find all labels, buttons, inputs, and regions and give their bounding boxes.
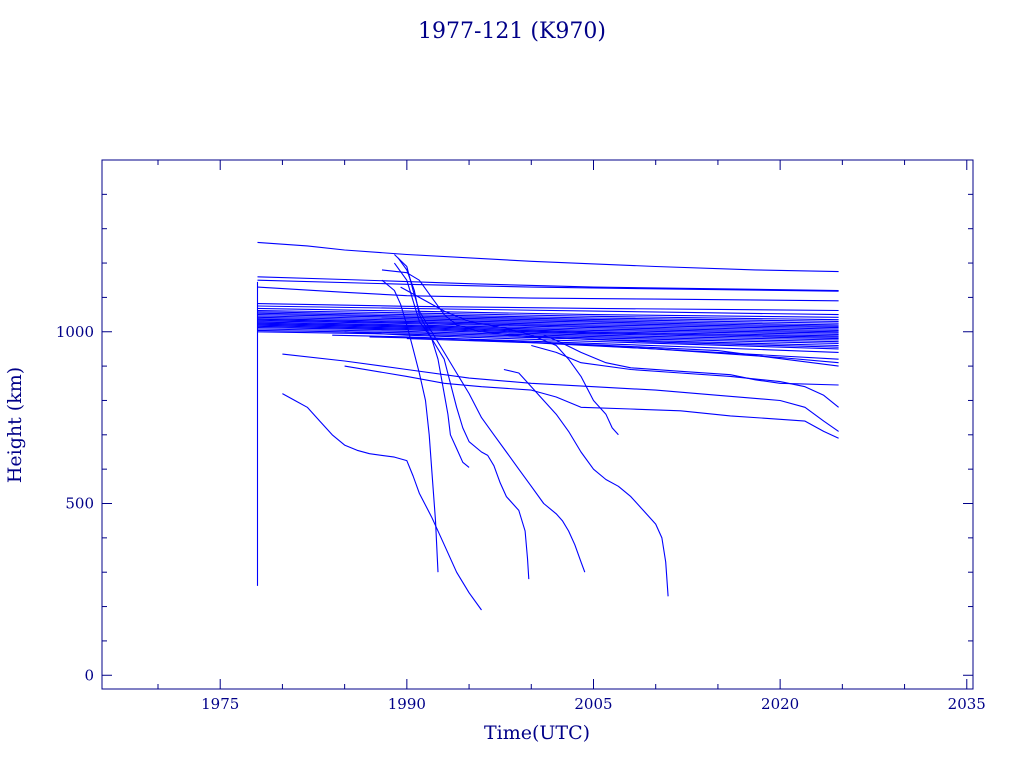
chart-title: 1977-121 (K970) [418, 19, 606, 44]
y-axis-label: Height (km) [4, 367, 26, 483]
y-tick-label: 0 [84, 666, 94, 684]
series-line-38 [394, 254, 586, 573]
x-tick-label: 1975 [201, 695, 239, 713]
series-line-22 [257, 325, 839, 340]
x-tick-label: 2005 [574, 695, 612, 713]
series-line-27 [344, 331, 839, 350]
series-line-34 [543, 334, 839, 386]
series-line-36 [282, 353, 839, 432]
series-line-32 [381, 269, 839, 348]
series-line-8 [257, 307, 839, 318]
series-line-43 [282, 393, 482, 611]
series-line-25 [257, 329, 839, 344]
series-line-31 [469, 339, 839, 367]
series-line-21 [257, 324, 839, 338]
series-line-6 [257, 303, 839, 312]
series-line-16 [257, 319, 839, 331]
series-line-40 [381, 279, 439, 573]
series-line-7 [257, 305, 839, 316]
series-line-9 [257, 309, 839, 321]
series-line-35 [531, 344, 839, 408]
series-group [256, 241, 839, 611]
series-line-3 [257, 276, 839, 292]
series-line-2 [257, 241, 839, 273]
series-line-10 [257, 311, 839, 322]
y-tick-label: 500 [65, 495, 94, 513]
series-line-14 [257, 316, 839, 329]
series-line-19 [257, 322, 839, 336]
series-line-28 [332, 334, 839, 353]
x-axis-label: Time(UTC) [484, 722, 590, 744]
x-tick-label: 2020 [761, 695, 799, 713]
series-line-23 [257, 327, 839, 341]
x-tick-label: 2035 [948, 695, 986, 713]
series-line-11 [257, 312, 839, 324]
series-line-13 [257, 315, 839, 327]
series-line-20 [257, 323, 839, 337]
series-line-39 [503, 368, 669, 597]
series-line-41 [393, 262, 530, 580]
series-line-37 [344, 365, 839, 439]
series-line-17 [257, 320, 839, 333]
series-line-26 [257, 331, 839, 347]
series-line-4 [257, 279, 839, 292]
axis-ticks: 1975 1990 2005 2020 2035 0 500 1000 [56, 160, 986, 713]
plot-frame [101, 159, 974, 690]
x-tick-label: 1990 [388, 695, 426, 713]
series-line-33 [400, 286, 619, 436]
series-line-42 [397, 257, 470, 468]
series-line-15 [257, 318, 839, 330]
y-tick-label: 1000 [56, 323, 94, 341]
series-line-5 [257, 286, 839, 302]
series-line-12 [257, 314, 839, 326]
